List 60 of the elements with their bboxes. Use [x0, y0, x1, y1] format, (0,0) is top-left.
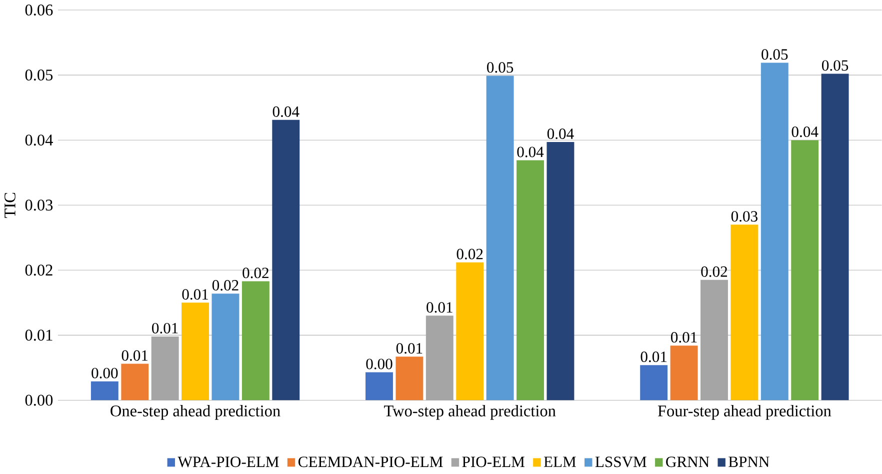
legend-label: BPNN	[728, 456, 770, 467]
bar	[670, 345, 698, 400]
data-label: 0.02	[701, 266, 728, 277]
legend-label: CEEMDAN-PIO-ELM	[298, 456, 443, 467]
bar	[760, 62, 788, 400]
x-tick-label: Four-step ahead prediction	[658, 404, 832, 420]
bar	[121, 364, 149, 400]
legend-label: LSSVM	[595, 456, 646, 467]
legend-label: GRNN	[666, 456, 710, 467]
bar	[272, 120, 300, 400]
data-label: 0.01	[122, 350, 148, 361]
x-tick-label: Two-step ahead prediction	[384, 404, 556, 420]
bar	[791, 140, 819, 400]
bar	[242, 281, 270, 400]
y-tick-label: 0.06	[25, 4, 53, 16]
data-label: 0.05	[487, 62, 514, 73]
x-tick-label: One-step ahead prediction	[110, 404, 280, 420]
data-label: 0.02	[212, 280, 238, 290]
y-tick-label: 0.04	[25, 134, 53, 146]
bar	[366, 372, 393, 400]
bar	[640, 364, 668, 400]
data-label: 0.05	[762, 48, 788, 60]
y-axis-title: TIC	[4, 192, 16, 218]
data-label: 0.04	[272, 106, 300, 117]
data-label: 0.04	[547, 128, 574, 139]
data-label: 0.01	[396, 342, 422, 354]
data-label: 0.01	[426, 302, 452, 312]
y-tick-label: 0.00	[25, 394, 53, 406]
legend-label: WPA-PIO-ELM	[178, 456, 279, 467]
data-label: 0.01	[152, 322, 178, 334]
bar	[426, 315, 454, 400]
bar	[821, 74, 849, 400]
data-label: 0.01	[182, 288, 208, 300]
bar	[700, 280, 728, 400]
bar	[396, 356, 424, 400]
y-tick-label: 0.02	[25, 264, 52, 276]
legend-label: PIO-ELM	[462, 456, 524, 467]
legend-label: ELM	[544, 456, 576, 467]
data-label: 0.05	[822, 60, 848, 71]
bar	[516, 160, 544, 400]
data-label: 0.00	[366, 358, 392, 370]
bar	[730, 224, 758, 400]
data-label: 0.01	[640, 351, 667, 362]
bar	[486, 76, 514, 400]
data-label: 0.04	[517, 146, 544, 158]
bar	[212, 293, 240, 400]
bar	[90, 381, 118, 400]
data-label: 0.01	[670, 332, 697, 342]
bar	[546, 142, 574, 400]
data-label: 0.00	[92, 368, 118, 378]
data-label: 0.02	[242, 267, 268, 278]
bar	[151, 336, 179, 400]
y-tick-label: 0.05	[25, 69, 53, 80]
bar	[456, 262, 484, 400]
data-label: 0.04	[792, 126, 818, 137]
y-tick-label: 0.03	[25, 199, 53, 210]
data-label: 0.02	[456, 248, 483, 260]
y-tick-label: 0.01	[25, 329, 52, 341]
bar	[182, 302, 210, 400]
data-label: 0.03	[731, 210, 758, 222]
